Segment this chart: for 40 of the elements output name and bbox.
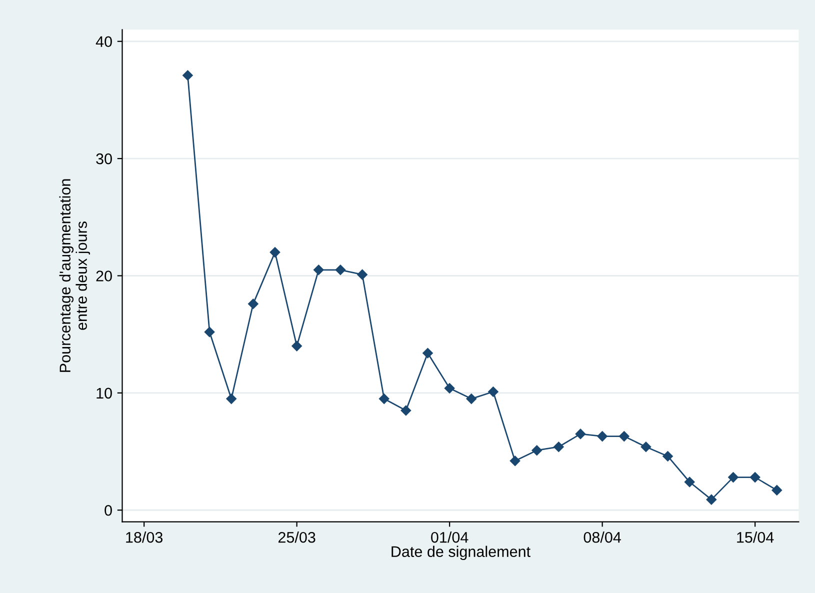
point (640, 442, 652, 452)
y-tick-label: 0 (104, 504, 112, 516)
point (706, 494, 717, 505)
x-tick-label: 15/04 (737, 532, 774, 543)
y-tick-label: 40 (96, 36, 112, 48)
x-tick-label: 18/03 (126, 532, 163, 543)
point (444, 383, 455, 394)
point (400, 405, 412, 416)
point (357, 269, 368, 280)
point (772, 485, 782, 496)
point (597, 431, 608, 442)
point (662, 451, 673, 462)
x-tick-label: 01/04 (431, 532, 468, 543)
point (488, 386, 498, 397)
point (378, 394, 390, 404)
point (226, 394, 236, 404)
point (292, 340, 302, 352)
point (248, 298, 258, 309)
point (204, 326, 215, 338)
point (750, 472, 760, 482)
point (575, 428, 586, 440)
point (422, 348, 433, 358)
point (684, 476, 695, 488)
y-tick-label: 10 (96, 388, 112, 399)
x-tick-label: 25/03 (278, 532, 316, 543)
y-axis-title: Pourcentage d'augmentation entre deux jours (59, 179, 90, 372)
x-tick-label: 08/04 (584, 532, 621, 543)
point (270, 247, 280, 258)
point (728, 472, 738, 482)
point (314, 264, 324, 275)
y-tick-label: 30 (96, 153, 112, 164)
point (554, 442, 564, 452)
point (532, 445, 542, 456)
point (182, 70, 193, 80)
point (619, 431, 630, 442)
y-tick-label: 20 (96, 270, 112, 282)
point (335, 264, 346, 275)
point (510, 456, 520, 466)
x-axis-title: Date de signalement (392, 546, 530, 560)
point (466, 394, 476, 404)
